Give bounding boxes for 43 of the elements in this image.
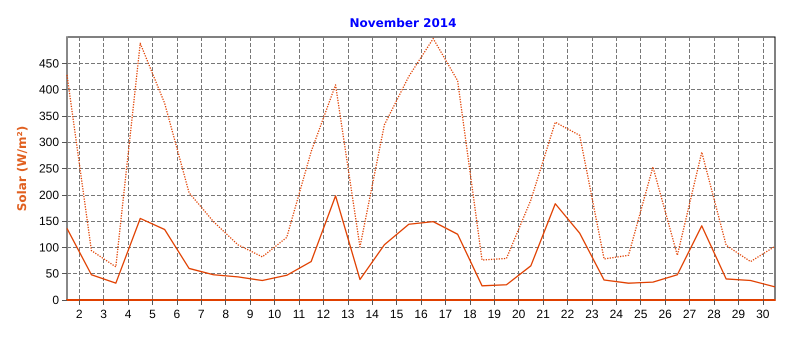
- y-tick-label: 250: [38, 162, 60, 176]
- x-tick-label: 22: [560, 307, 574, 321]
- x-tick-label: 17: [438, 307, 452, 321]
- x-tick-label: 16: [414, 307, 428, 321]
- x-tick-label: 30: [756, 307, 770, 321]
- x-tick-label: 2: [76, 307, 83, 321]
- x-tick-label: 12: [316, 307, 330, 321]
- x-tick-label: 11: [292, 307, 306, 321]
- y-tick-label: 200: [38, 188, 60, 202]
- line-series: [66, 195, 776, 288]
- x-tick-label: 25: [634, 307, 648, 321]
- line-series: [66, 38, 776, 268]
- y-axis-title: Solar (W/m²): [15, 126, 30, 212]
- x-tick-label: 19: [488, 307, 502, 321]
- x-tick-label: 3: [100, 307, 108, 321]
- x-tick-label: 7: [198, 307, 205, 321]
- x-tick-label: 13: [341, 307, 355, 321]
- y-tick-label: 50: [46, 266, 60, 281]
- x-tick-label: 8: [222, 307, 230, 321]
- x-tick-label: 21: [536, 307, 550, 321]
- x-tick-label: 29: [732, 307, 746, 321]
- x-tick-label: 6: [174, 307, 181, 321]
- x-tick-label: 27: [682, 307, 697, 321]
- y-tick-label: 100: [38, 240, 60, 254]
- x-tick-label: 24: [610, 307, 624, 321]
- y-tick-label: 350: [38, 108, 60, 123]
- x-tick-label: 4: [124, 307, 132, 321]
- y-tick-label: 400: [38, 82, 60, 97]
- x-tick-label: 28: [707, 307, 721, 321]
- x-tick-label: 18: [463, 307, 477, 321]
- x-tick-label: 20: [512, 307, 526, 321]
- x-tick-label: 15: [390, 307, 404, 321]
- x-tick-label: 14: [365, 307, 380, 321]
- x-tick-label: 10: [268, 307, 282, 321]
- y-tick-label: 300: [38, 135, 60, 150]
- x-tick-label: 5: [149, 307, 156, 321]
- x-tick-label: 9: [246, 307, 254, 321]
- x-tick-label: 23: [585, 307, 599, 321]
- x-tick-label: 26: [658, 307, 672, 321]
- y-tick-label: 450: [38, 56, 60, 70]
- chart-title: November 2014: [350, 16, 456, 30]
- y-tick-label: 0: [52, 293, 60, 307]
- y-tick-label: 150: [38, 214, 60, 228]
